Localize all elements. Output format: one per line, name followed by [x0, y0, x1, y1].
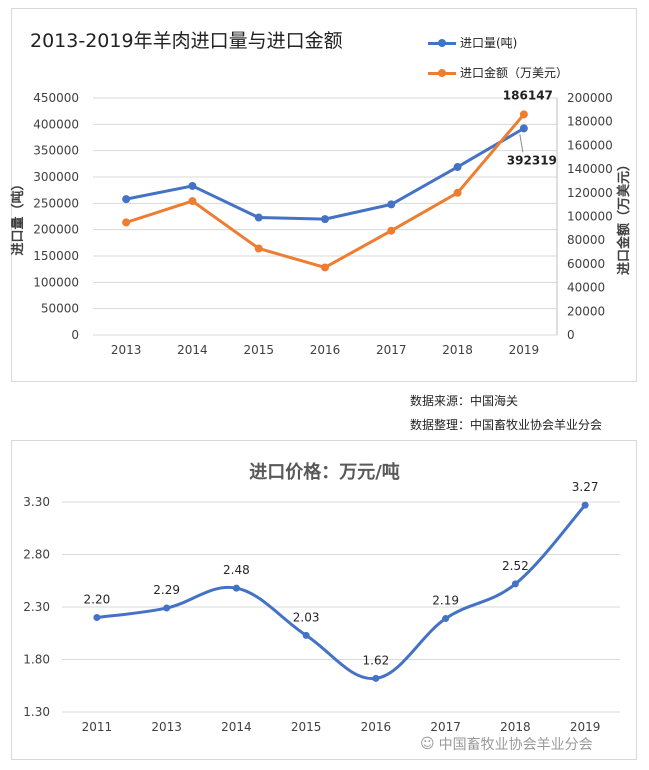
x-tick: 2019: [509, 343, 540, 357]
y-tick: 2.80: [23, 548, 50, 562]
data-point-1: [453, 188, 462, 197]
data-point-1: [519, 110, 528, 119]
y-tick-left: 100000: [33, 275, 79, 289]
x-tick: 2016: [361, 720, 392, 734]
data-point-0: [519, 124, 528, 133]
data-point-1: [321, 263, 329, 272]
watermark-text: 中国畜牧业协会羊业分会: [438, 737, 593, 753]
legend-label-volume: 进口量(吨): [460, 36, 518, 50]
data-point-1: [122, 218, 131, 227]
y-tick-left: 250000: [33, 196, 79, 210]
data-label-volume: 392319: [507, 153, 557, 167]
y-tick: 1.80: [23, 653, 50, 667]
legend-swatch-volume: [428, 38, 456, 48]
price-point: [581, 501, 589, 509]
price-point: [302, 631, 310, 639]
chart1-title: 2013-2019年羊肉进口量与进口金额: [30, 30, 343, 52]
data-point-0: [387, 200, 396, 209]
legend-swatch-value: [428, 68, 456, 78]
series-line-0: [125, 127, 525, 221]
data-point-1: [188, 197, 197, 206]
x-tick: 2013: [151, 720, 182, 734]
price-data-label: 2.03: [293, 610, 320, 624]
y-tick-right: 20000: [567, 304, 605, 318]
chart2-plot: 3.30 2.80 2.30 1.80 1.30 2011 2013 2014 2015 2016…: [23, 480, 620, 734]
x-tick: 2017: [376, 343, 407, 357]
data-point-1: [387, 226, 396, 235]
y-tick-right: 200000: [567, 91, 613, 105]
data-point-0: [122, 195, 131, 204]
x-tick: 2018: [500, 720, 531, 734]
price-point: [442, 615, 450, 623]
legend-label-value: 进口金额（万美元）: [460, 66, 569, 80]
legend-item-value: 进口金额（万美元）: [428, 64, 568, 81]
watermark: ☺ 中国畜牧业协会羊业分会: [420, 734, 593, 754]
legend-item-volume: 进口量(吨): [428, 34, 517, 51]
price-data-label: 2.48: [223, 563, 250, 577]
data-point-0: [188, 181, 197, 190]
data-point-0: [453, 162, 462, 171]
y-tick: 1.30: [23, 705, 50, 719]
y-tick-left: 50000: [41, 302, 79, 316]
y-tick-right: 80000: [567, 233, 605, 247]
compiled-note: 数据整理：中国畜牧业协会羊业分会: [410, 418, 603, 432]
y-tick-right: 160000: [567, 138, 613, 152]
chart1-plot: 4500004000003500003000002500002000001500…: [10, 88, 632, 357]
price-point: [372, 674, 380, 682]
y-tick-left: 200000: [33, 223, 79, 237]
chart2-panel: [11, 440, 637, 760]
x-tick: 2014: [221, 720, 252, 734]
x-tick: 2018: [442, 343, 473, 357]
x-tick: 2019: [570, 720, 601, 734]
price-data-label: 2.20: [84, 593, 111, 607]
y-axis-label-right: 进口金额（万美元）: [616, 158, 632, 275]
price-point: [93, 614, 101, 621]
data-label-value: 186147: [503, 88, 553, 102]
leader-line: [519, 134, 524, 153]
y-axis-label-left: 进口量（吨）: [10, 177, 26, 255]
x-tick: 2013: [111, 343, 142, 357]
y-tick-left: 450000: [33, 91, 79, 105]
y-tick-left: 150000: [33, 249, 79, 263]
source-note: 数据来源：中国海关: [410, 394, 519, 408]
y-tick: 2.30: [23, 600, 50, 614]
chart2-title: 进口价格：万元/吨: [249, 462, 400, 483]
price-data-label: 2.29: [153, 583, 180, 597]
x-tick: 2011: [82, 720, 113, 734]
wechat-icon: ☺: [420, 736, 435, 752]
y-tick-right: 60000: [567, 257, 605, 271]
price-data-label: 2.52: [502, 559, 529, 573]
y-tick: 3.30: [23, 495, 50, 509]
price-point: [163, 604, 171, 612]
x-tick: 2014: [177, 343, 208, 357]
y-tick-right: 100000: [567, 210, 613, 224]
y-tick-left: 400000: [33, 117, 79, 131]
price-data-label: 2.19: [432, 594, 459, 608]
y-tick-right: 120000: [567, 186, 613, 200]
x-tick: 2015: [291, 720, 322, 734]
price-point: [511, 580, 519, 588]
x-tick: 2017: [430, 720, 461, 734]
x-tick: 2015: [243, 343, 274, 357]
x-tick: 2016: [310, 343, 341, 357]
data-point-1: [254, 244, 263, 253]
y-tick-right: 40000: [567, 281, 605, 295]
data-point-0: [254, 213, 263, 222]
y-tick-right: 180000: [567, 115, 613, 129]
y-tick-right: 140000: [567, 162, 613, 176]
y-tick-left: 350000: [33, 144, 79, 158]
y-tick-right: 0: [567, 328, 575, 342]
chart1-panel: [11, 8, 637, 382]
price-data-label: 1.62: [363, 653, 390, 667]
data-point-0: [321, 215, 329, 224]
y-tick-left: 0: [71, 328, 79, 342]
price-point: [232, 584, 240, 592]
series-line-1: [125, 113, 526, 269]
y-tick-left: 300000: [33, 170, 79, 184]
price-data-label: 3.27: [572, 480, 599, 494]
